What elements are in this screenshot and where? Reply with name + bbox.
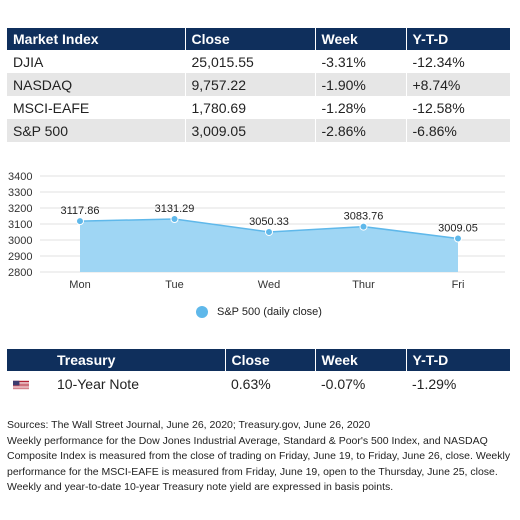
index-ytd: -6.86% bbox=[406, 119, 510, 142]
x-tick-label: Fri bbox=[452, 279, 465, 291]
treasury-close: 0.63% bbox=[231, 376, 271, 392]
legend-swatch bbox=[196, 306, 208, 318]
table-row: 10-Year Note 0.63% -0.07% -1.29% bbox=[7, 371, 510, 397]
index-name: MSCI-EAFE bbox=[7, 96, 186, 119]
x-tick-label: Mon bbox=[69, 279, 90, 291]
index-close: 25,015.55 bbox=[185, 50, 316, 73]
y-tick-label: 3400 bbox=[8, 171, 32, 183]
header-week: Week bbox=[315, 28, 407, 50]
data-point bbox=[265, 227, 273, 236]
header-market-index: Market Index bbox=[7, 28, 186, 50]
data-point bbox=[454, 234, 462, 243]
table-row: DJIA 25,015.55 -3.31% -12.34% bbox=[7, 50, 510, 73]
data-point bbox=[170, 214, 179, 223]
market-index-table: Market Index Close Week Y-T-D DJIA 25,01… bbox=[7, 28, 510, 142]
index-ytd: -12.58% bbox=[412, 99, 465, 116]
series-area bbox=[80, 218, 458, 272]
treasury-table-header-row: Treasury Close Week Y-T-D bbox=[7, 349, 510, 371]
us-flag-icon bbox=[13, 381, 29, 390]
index-name: NASDAQ bbox=[7, 73, 186, 96]
treasury-name: 10-Year Note bbox=[57, 376, 139, 392]
table-row: MSCI-EAFE 1,780.69 -1.28% -12.58% bbox=[7, 96, 510, 119]
index-name: DJIA bbox=[7, 50, 186, 73]
y-tick-label: 2900 bbox=[8, 251, 32, 263]
data-label: 3009.05 bbox=[438, 223, 478, 235]
table-row: S&P 500 3,009.05 -2.86% -6.86% bbox=[7, 119, 510, 142]
y-tick-label: 3000 bbox=[8, 235, 32, 247]
chart-legend: S&P 500 (daily close) bbox=[196, 306, 322, 318]
header-close: Close bbox=[225, 349, 316, 371]
y-tick-label: 3100 bbox=[8, 219, 32, 231]
index-ytd: +8.74% bbox=[406, 73, 510, 96]
table-row: NASDAQ 9,757.22 -1.90% +8.74% bbox=[7, 73, 510, 96]
index-week: -1.90% bbox=[315, 73, 407, 96]
index-close: 1,780.69 bbox=[185, 96, 316, 119]
flag-cell bbox=[7, 371, 51, 397]
sources-text: Sources: The Wall Street Journal, June 2… bbox=[7, 419, 371, 431]
data-label: 3131.29 bbox=[155, 203, 195, 215]
data-label: 3083.76 bbox=[344, 211, 384, 223]
sp500-area-chart: 3400 3300 3200 3100 3000 2900 2800 3117.86 3131.… bbox=[8, 171, 505, 291]
header-close: Close bbox=[185, 28, 316, 50]
index-week: -2.86% bbox=[315, 119, 407, 142]
data-label: 3117.86 bbox=[61, 205, 100, 217]
header-ytd: Y-T-D bbox=[406, 28, 510, 50]
legend-label: S&P 500 (daily close) bbox=[217, 306, 322, 318]
index-week: -1.28% bbox=[315, 96, 407, 119]
y-tick-label: 3300 bbox=[8, 187, 32, 199]
data-label: 3050.33 bbox=[249, 216, 289, 228]
data-point bbox=[359, 222, 368, 231]
index-week: -3.31% bbox=[315, 50, 407, 73]
header-treasury: Treasury bbox=[51, 349, 226, 371]
index-ytd: -12.34% bbox=[412, 53, 465, 70]
x-tick-label: Tue bbox=[165, 279, 184, 291]
header-week: Week bbox=[315, 349, 407, 371]
data-point bbox=[76, 217, 84, 226]
treasury-ytd: -1.29% bbox=[412, 376, 457, 392]
x-tick-label: Wed bbox=[258, 279, 280, 291]
y-tick-label: 3200 bbox=[8, 203, 32, 215]
treasury-table: Treasury Close Week Y-T-D 10-Year Note bbox=[7, 349, 510, 397]
y-tick-label: 2800 bbox=[8, 267, 32, 279]
header-flag-spacer bbox=[7, 349, 51, 371]
market-table-header-row: Market Index Close Week Y-T-D bbox=[7, 28, 510, 50]
treasury-week: -0.07% bbox=[321, 376, 366, 392]
index-name: S&P 500 bbox=[7, 119, 186, 142]
methodology-text: Weekly performance for the Dow Jones Ind… bbox=[7, 434, 511, 494]
x-tick-label: Thur bbox=[352, 279, 375, 291]
index-close: 3,009.05 bbox=[185, 119, 316, 142]
index-close: 9,757.22 bbox=[185, 73, 316, 96]
footnotes: Sources: The Wall Street Journal, June 2… bbox=[7, 418, 512, 496]
header-ytd: Y-T-D bbox=[406, 349, 510, 371]
